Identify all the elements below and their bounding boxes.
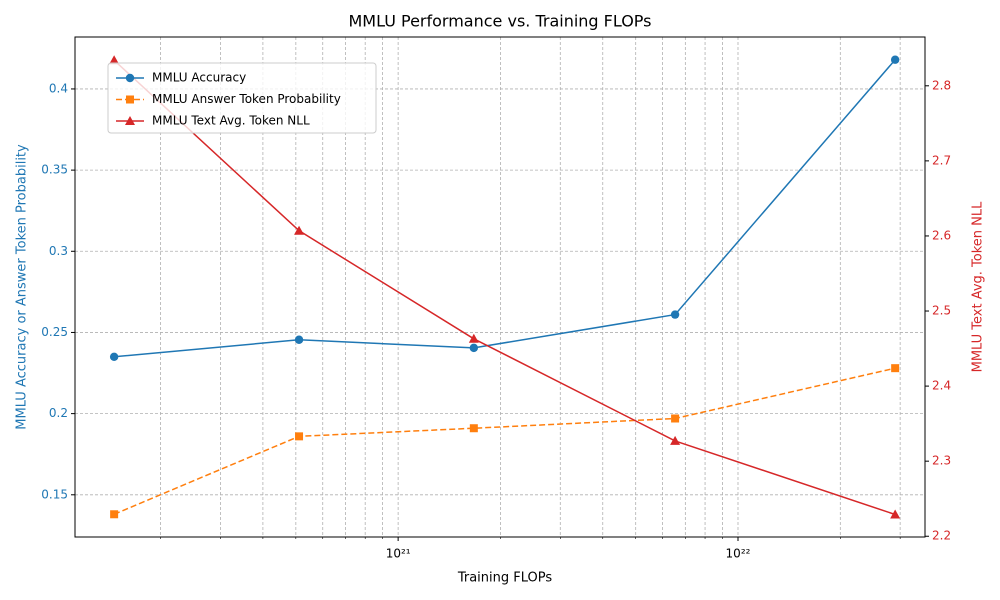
marker bbox=[890, 509, 901, 519]
marker bbox=[125, 73, 135, 83]
marker bbox=[109, 352, 119, 362]
y2-tick-label: 2.6 bbox=[932, 228, 951, 242]
y-axis-label: MMLU Accuracy or Answer Token Probabilit… bbox=[15, 144, 30, 430]
marker bbox=[469, 343, 479, 353]
y-tick-label: 0.25 bbox=[41, 325, 68, 339]
marker bbox=[671, 414, 680, 423]
plot-frame bbox=[74, 36, 926, 538]
y2-axis-label: MMLU Text Avg. Token NLL bbox=[971, 201, 986, 373]
x-tick-label: 10²² bbox=[726, 547, 751, 561]
chart-title: MMLU Performance vs. Training FLOPs bbox=[348, 12, 651, 31]
y-tick-label: 0.15 bbox=[41, 487, 68, 501]
marker bbox=[670, 310, 680, 319]
legend-label: MMLU Accuracy bbox=[152, 71, 246, 85]
marker bbox=[126, 95, 134, 104]
y2-tick-label: 2.7 bbox=[932, 153, 951, 167]
marker bbox=[294, 335, 304, 344]
y2-tick-label: 2.2 bbox=[932, 529, 951, 543]
marker bbox=[110, 510, 119, 519]
legend: MMLU Accuracy MMLU Answer Token Probabili… bbox=[107, 62, 377, 134]
marker bbox=[294, 225, 305, 235]
y-tick-label: 0.2 bbox=[49, 406, 68, 420]
y-tick-label: 0.35 bbox=[41, 163, 68, 177]
y2-tick-label: 2.8 bbox=[932, 78, 951, 92]
marker bbox=[891, 364, 900, 373]
legend-label: MMLU Answer Token Probability bbox=[152, 92, 341, 106]
y2-tick-label: 2.5 bbox=[932, 304, 951, 318]
marker bbox=[670, 435, 681, 445]
marker bbox=[469, 424, 478, 433]
x-axis-label: Training FLOPs bbox=[457, 571, 553, 586]
y2-tick-label: 2.3 bbox=[932, 454, 951, 468]
marker bbox=[295, 432, 304, 441]
x-tick-label: 10²¹ bbox=[386, 547, 411, 561]
y-tick-label: 0.4 bbox=[49, 81, 68, 95]
y-tick-label: 0.3 bbox=[49, 244, 68, 258]
marker bbox=[109, 55, 120, 65]
marker bbox=[890, 55, 900, 64]
legend-box bbox=[107, 62, 377, 134]
y2-tick-label: 2.4 bbox=[932, 379, 951, 393]
marker bbox=[468, 333, 479, 343]
marker bbox=[125, 116, 135, 125]
legend-label: MMLU Text Avg. Token NLL bbox=[152, 114, 310, 128]
series-line bbox=[113, 367, 896, 515]
